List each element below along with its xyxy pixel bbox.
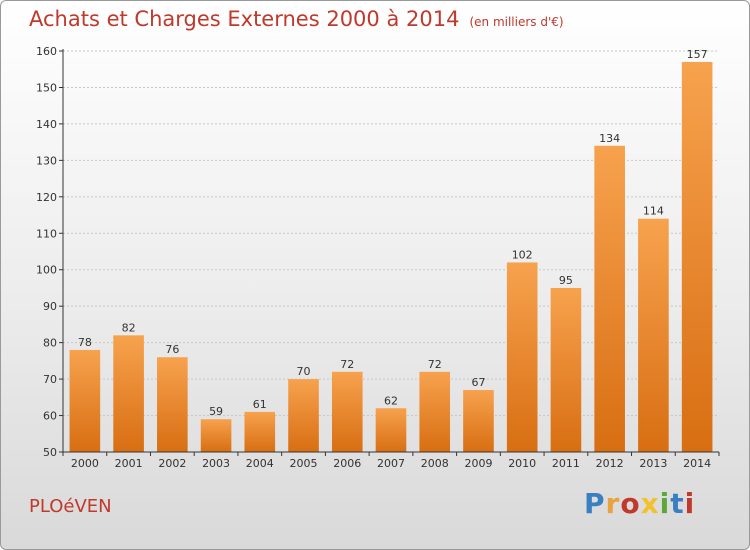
bar [69, 349, 101, 452]
axes [62, 49, 719, 453]
data-label: 95 [559, 274, 573, 287]
y-tick-label: 50 [43, 446, 57, 459]
x-tick-label: 2009 [464, 457, 492, 470]
bar [244, 411, 276, 452]
logo-letter: i [659, 487, 671, 520]
y-tick-label: 160 [36, 45, 57, 58]
y-tick-label: 70 [43, 373, 57, 386]
bar [200, 419, 232, 452]
x-tick-label: 2010 [508, 457, 536, 470]
bar [113, 335, 144, 452]
data-label: 78 [78, 336, 92, 349]
y-tick-label: 130 [36, 154, 57, 167]
x-tick-label: 2001 [115, 457, 143, 470]
proxiti-logo[interactable]: Proxiti [584, 487, 695, 520]
bar [463, 390, 494, 452]
y-tick-label: 140 [36, 118, 57, 131]
x-tick-label: 2006 [333, 457, 361, 470]
y-tick-label: 80 [43, 337, 57, 350]
x-tick-label: 2012 [596, 457, 624, 470]
data-label: 102 [512, 248, 533, 261]
y-tick-label: 100 [36, 264, 57, 277]
data-label: 157 [687, 48, 708, 61]
x-tick-label: 2005 [290, 457, 318, 470]
x-tick-label: 2007 [377, 457, 405, 470]
logo-letter: o [620, 487, 641, 520]
x-tick-label: 2002 [158, 457, 186, 470]
data-label: 72 [428, 358, 442, 371]
x-tick-label: 2014 [683, 457, 711, 470]
data-label: 72 [340, 358, 354, 371]
logo-letter: t [670, 487, 685, 520]
logo-letter: x [640, 487, 660, 520]
bar [157, 357, 188, 452]
logo-letter: r [605, 487, 621, 520]
bar [419, 371, 451, 452]
bar [331, 371, 363, 452]
bar [506, 262, 538, 452]
y-tick-label: 90 [43, 300, 57, 313]
chart-title: Achats et Charges Externes 2000 à 2014 (e… [29, 7, 564, 31]
data-label: 62 [384, 394, 398, 407]
x-axis-ticks: 2000 2001 2002 2003 2004 2005 2006 2007 2008 2009… [62, 452, 720, 470]
x-tick-label: 2008 [421, 457, 449, 470]
x-tick-label: 2003 [202, 457, 230, 470]
y-tick-label: 110 [36, 227, 57, 240]
y-tick-label: 120 [36, 191, 57, 204]
logo-letter: i [684, 487, 696, 520]
bars [69, 61, 713, 453]
logo-letter: P [584, 487, 606, 520]
bar [375, 408, 407, 452]
bar [638, 218, 669, 452]
x-tick-label: 2013 [639, 457, 667, 470]
chart-title-text: Achats et Charges Externes 2000 à 2014 [29, 7, 460, 31]
data-label: 134 [599, 132, 620, 145]
data-label: 82 [122, 321, 136, 334]
bar [681, 61, 713, 452]
bar [288, 379, 319, 452]
data-label: 114 [643, 205, 664, 218]
commune-name: PLOéVEN [29, 496, 112, 517]
x-tick-label: 2000 [71, 457, 99, 470]
data-labels: 78 82 76 59 61 70 72 62 72 67 102 95 134 114 157 [78, 48, 708, 418]
y-tick-label: 60 [43, 410, 57, 423]
bar [550, 287, 582, 452]
data-label: 59 [209, 405, 223, 418]
x-tick-label: 2011 [552, 457, 580, 470]
x-tick-label: 2004 [246, 457, 274, 470]
chart-subtitle: (en milliers d'€) [469, 15, 564, 29]
data-label: 61 [253, 398, 267, 411]
y-axis-ticks: 50 60 70 80 90 100 110 120 130 140 150 160 [36, 45, 63, 459]
y-tick-label: 150 [36, 81, 57, 94]
bar [594, 145, 625, 453]
data-label: 70 [297, 365, 311, 378]
data-label: 76 [165, 343, 179, 356]
data-label: 67 [471, 376, 485, 389]
